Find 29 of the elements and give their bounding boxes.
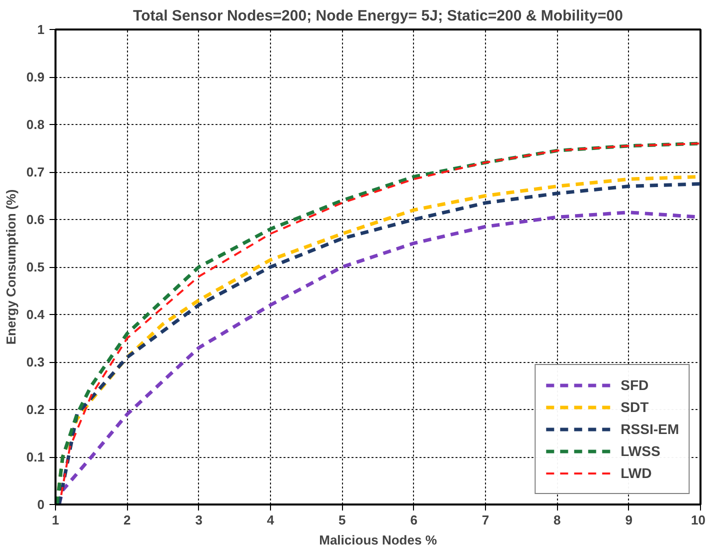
x-tick-label: 5 <box>338 512 346 528</box>
x-tick-label: 7 <box>482 512 490 528</box>
x-tick-label: 6 <box>410 512 418 528</box>
x-tick-label: 10 <box>691 512 706 528</box>
y-tick-label: 0 <box>37 497 45 512</box>
y-tick-label: 0.5 <box>26 260 45 274</box>
y-tick-label: 0.6 <box>26 212 45 227</box>
chart-title: Total Sensor Nodes=200; Node Energy= 5J; Static=200 & Mobility=00 <box>133 8 623 24</box>
y-tick-label: 0.9 <box>26 70 45 84</box>
x-tick-label: 2 <box>124 512 131 528</box>
y-tick-label: 0.1 <box>26 450 45 464</box>
legend-label: SFD <box>620 377 649 393</box>
y-tick-label: 0.4 <box>26 307 46 322</box>
x-tick-label: 9 <box>625 512 632 528</box>
legend-label: LWSS <box>620 443 660 459</box>
y-tick-label: 0.8 <box>26 117 45 132</box>
y-tick-label: 0.7 <box>26 164 45 180</box>
legend-label: SDT <box>620 399 649 415</box>
y-tick-label: 1 <box>37 22 45 37</box>
y-axis-title: Energy Consumption (%) <box>3 189 18 345</box>
x-axis-title: Malicious Nodes % <box>319 532 438 548</box>
x-tick-label: 4 <box>266 512 275 528</box>
y-tick-label: 0.3 <box>26 354 45 370</box>
x-tick-label: 3 <box>195 512 202 528</box>
legend-label: RSSI-EM <box>620 421 679 437</box>
x-tick-label: 1 <box>52 512 60 528</box>
legend-label: LWD <box>620 465 652 481</box>
x-tick-label: 8 <box>554 512 561 528</box>
y-tick-label: 0.2 <box>26 402 45 417</box>
